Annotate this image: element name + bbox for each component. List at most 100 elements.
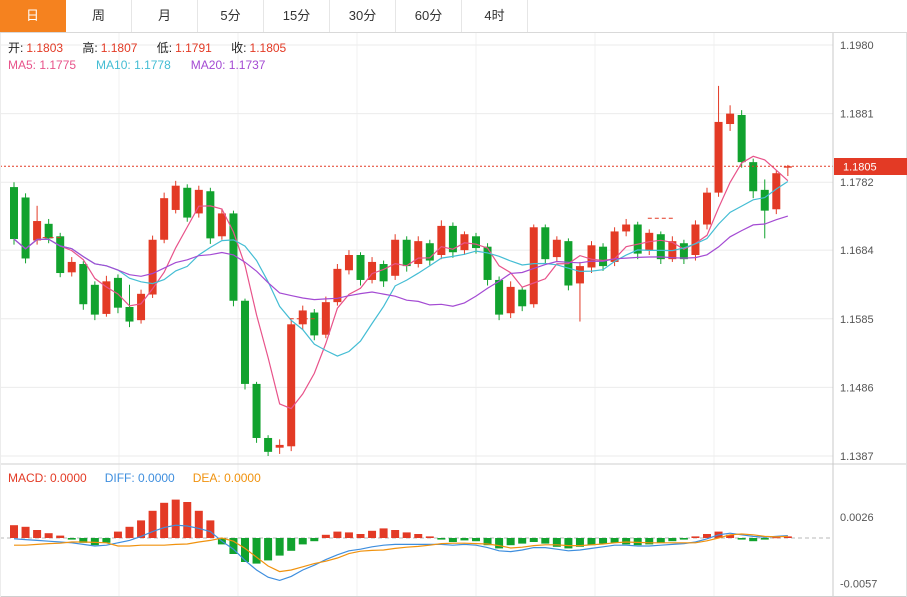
candle	[564, 238, 573, 291]
macd-bar	[622, 538, 631, 545]
candle	[194, 185, 203, 218]
macd-bar	[599, 538, 608, 544]
candle	[10, 182, 18, 245]
candle	[67, 257, 76, 277]
macd-bar	[183, 502, 192, 538]
macd-bar	[90, 538, 99, 546]
macd-bar	[564, 538, 573, 549]
candle	[148, 235, 157, 298]
tab-4hour[interactable]: 4时	[462, 0, 528, 32]
macd-bar	[483, 538, 492, 546]
candle	[472, 232, 480, 254]
macd-bar	[10, 525, 18, 538]
macd-bar	[321, 534, 330, 538]
candle	[541, 224, 550, 265]
macd-bar	[79, 538, 88, 543]
candle	[102, 275, 111, 317]
candle	[506, 281, 515, 319]
macd-axis-label: -0.0057	[840, 579, 877, 591]
candle	[599, 243, 608, 271]
macd-bar	[356, 534, 365, 538]
macd-bar	[275, 538, 284, 556]
macd-bar	[171, 499, 180, 538]
macd-bar	[102, 538, 111, 543]
candle	[379, 260, 388, 287]
tab-15min[interactable]: 15分	[264, 0, 330, 32]
price-axis-label: 1.1684	[840, 245, 874, 257]
candle	[703, 187, 711, 230]
macd-bar	[344, 532, 353, 538]
candle	[610, 227, 619, 267]
chart-layers: 1.1980 1.1881 1.1782 1.1684 1.1585 1.1486 1.13…	[0, 33, 877, 596]
macd-bar	[67, 538, 76, 540]
macd-bar	[33, 530, 42, 538]
macd-bar	[633, 538, 642, 546]
macd-bar	[472, 538, 480, 542]
macd-bar	[529, 538, 538, 542]
price-axis-label: 1.1486	[840, 382, 874, 394]
macd-bar	[783, 536, 792, 538]
macd-bar	[44, 533, 53, 538]
candle	[425, 239, 434, 267]
macd-bar	[368, 530, 377, 538]
ma5-line	[13, 155, 789, 410]
tab-5min[interactable]: 5分	[198, 0, 264, 32]
current-price-tag-text: 1.1805	[843, 162, 877, 174]
candle	[310, 309, 319, 341]
ma10-line	[13, 180, 789, 357]
price-axis-label: 1.1782	[840, 177, 874, 189]
macd-bar	[21, 526, 30, 538]
macd-bar	[287, 538, 296, 551]
macd-bar	[541, 538, 550, 544]
macd-bar	[587, 538, 596, 546]
ma20-line	[13, 215, 789, 307]
candle	[356, 252, 365, 286]
candle	[79, 261, 88, 310]
tab-60min[interactable]: 60分	[396, 0, 462, 32]
candle	[691, 220, 700, 261]
price-axis-label: 1.1980	[840, 40, 874, 52]
macd-bar	[749, 538, 758, 542]
candle	[287, 319, 296, 452]
macd-bar	[160, 502, 169, 538]
macd-bar	[506, 538, 515, 546]
candlestick-chart-canvas[interactable]: 1.1980 1.1881 1.1782 1.1684 1.1585 1.1486 1.13…	[0, 33, 907, 597]
tab-month[interactable]: 月	[132, 0, 198, 32]
candle	[21, 193, 30, 264]
macd-bar	[552, 538, 561, 547]
macd-bar	[391, 530, 400, 538]
candle	[171, 180, 180, 214]
candle	[726, 105, 735, 131]
candle	[552, 236, 561, 262]
candle	[333, 264, 342, 306]
candle	[622, 218, 631, 237]
tab-30min[interactable]: 30分	[330, 0, 396, 32]
tab-week[interactable]: 周	[66, 0, 132, 32]
candle	[749, 158, 758, 199]
candle	[772, 170, 781, 215]
macd-bar	[402, 532, 411, 538]
candle	[252, 381, 261, 443]
macd-bar	[252, 538, 261, 564]
candle	[633, 221, 642, 260]
candle	[90, 281, 99, 321]
candle	[495, 276, 504, 321]
candle	[264, 435, 273, 456]
candle	[529, 224, 538, 308]
macd-bar	[726, 534, 735, 538]
candle	[368, 257, 377, 284]
timeframe-toolbar: 日 周 月 5分 15分 30分 60分 4时	[0, 0, 907, 33]
candle	[656, 231, 665, 265]
candle	[33, 205, 42, 245]
macd-bar	[333, 531, 342, 538]
macd-bar	[310, 538, 319, 542]
tab-day[interactable]: 日	[0, 0, 66, 32]
candle	[737, 110, 746, 168]
macd-bar	[148, 510, 157, 538]
macd-bar	[113, 531, 122, 538]
macd-bar	[414, 534, 423, 538]
candle	[344, 250, 353, 275]
macd-bar	[125, 526, 134, 538]
macd-bar	[137, 520, 146, 538]
